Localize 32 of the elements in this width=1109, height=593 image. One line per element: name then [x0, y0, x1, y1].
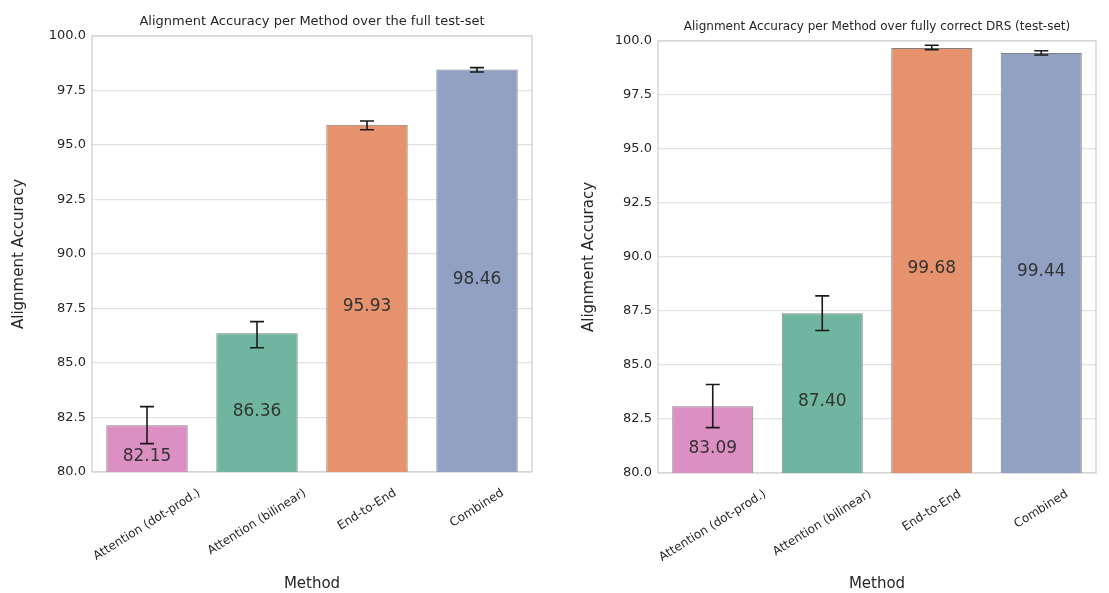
y-tick-label: 95.0	[623, 140, 652, 156]
data-label: 83.09	[688, 436, 738, 457]
y-tick-label: 100.0	[48, 27, 86, 43]
y-tick-label: 85.0	[623, 356, 652, 372]
y-tick-label: 82.5	[623, 410, 652, 426]
y-tick-label: 85.0	[57, 354, 86, 370]
y-tick-label: 90.0	[623, 248, 652, 264]
data-label: 86.36	[232, 399, 282, 420]
y-axis-title: Alignment Accuracy	[578, 181, 597, 333]
y-tick-label: 92.5	[57, 190, 86, 206]
chart-title: Alignment Accuracy per Method over the full test-set	[139, 13, 485, 29]
data-label: 99.68	[907, 257, 957, 278]
y-tick-label: 87.5	[57, 299, 86, 315]
y-tick-label: 87.5	[623, 302, 652, 318]
y-tick-label: 97.5	[57, 81, 86, 97]
y-tick-label: 100.0	[614, 32, 652, 48]
x-axis-title: Method	[283, 573, 341, 592]
data-label: 82.15	[122, 445, 172, 466]
x-axis-title: Method	[848, 573, 906, 592]
y-tick-label: 80.0	[57, 463, 86, 479]
y-axis-title: Alignment Accuracy	[8, 178, 27, 330]
y-tick-label: 97.5	[623, 86, 652, 102]
y-tick-label: 95.0	[57, 136, 86, 152]
data-label: 87.40	[797, 390, 847, 410]
y-tick-label: 82.5	[57, 408, 86, 424]
data-label: 99.44	[1016, 259, 1066, 280]
data-label: 98.46	[452, 267, 502, 288]
y-tick-label: 90.0	[57, 245, 86, 261]
chart-title: Alignment Accuracy per Method over fully correct DRS (test-set)	[683, 19, 1071, 34]
data-label: 95.93	[342, 295, 392, 316]
y-tick-label: 92.5	[623, 194, 652, 210]
y-tick-label: 80.0	[623, 464, 652, 480]
